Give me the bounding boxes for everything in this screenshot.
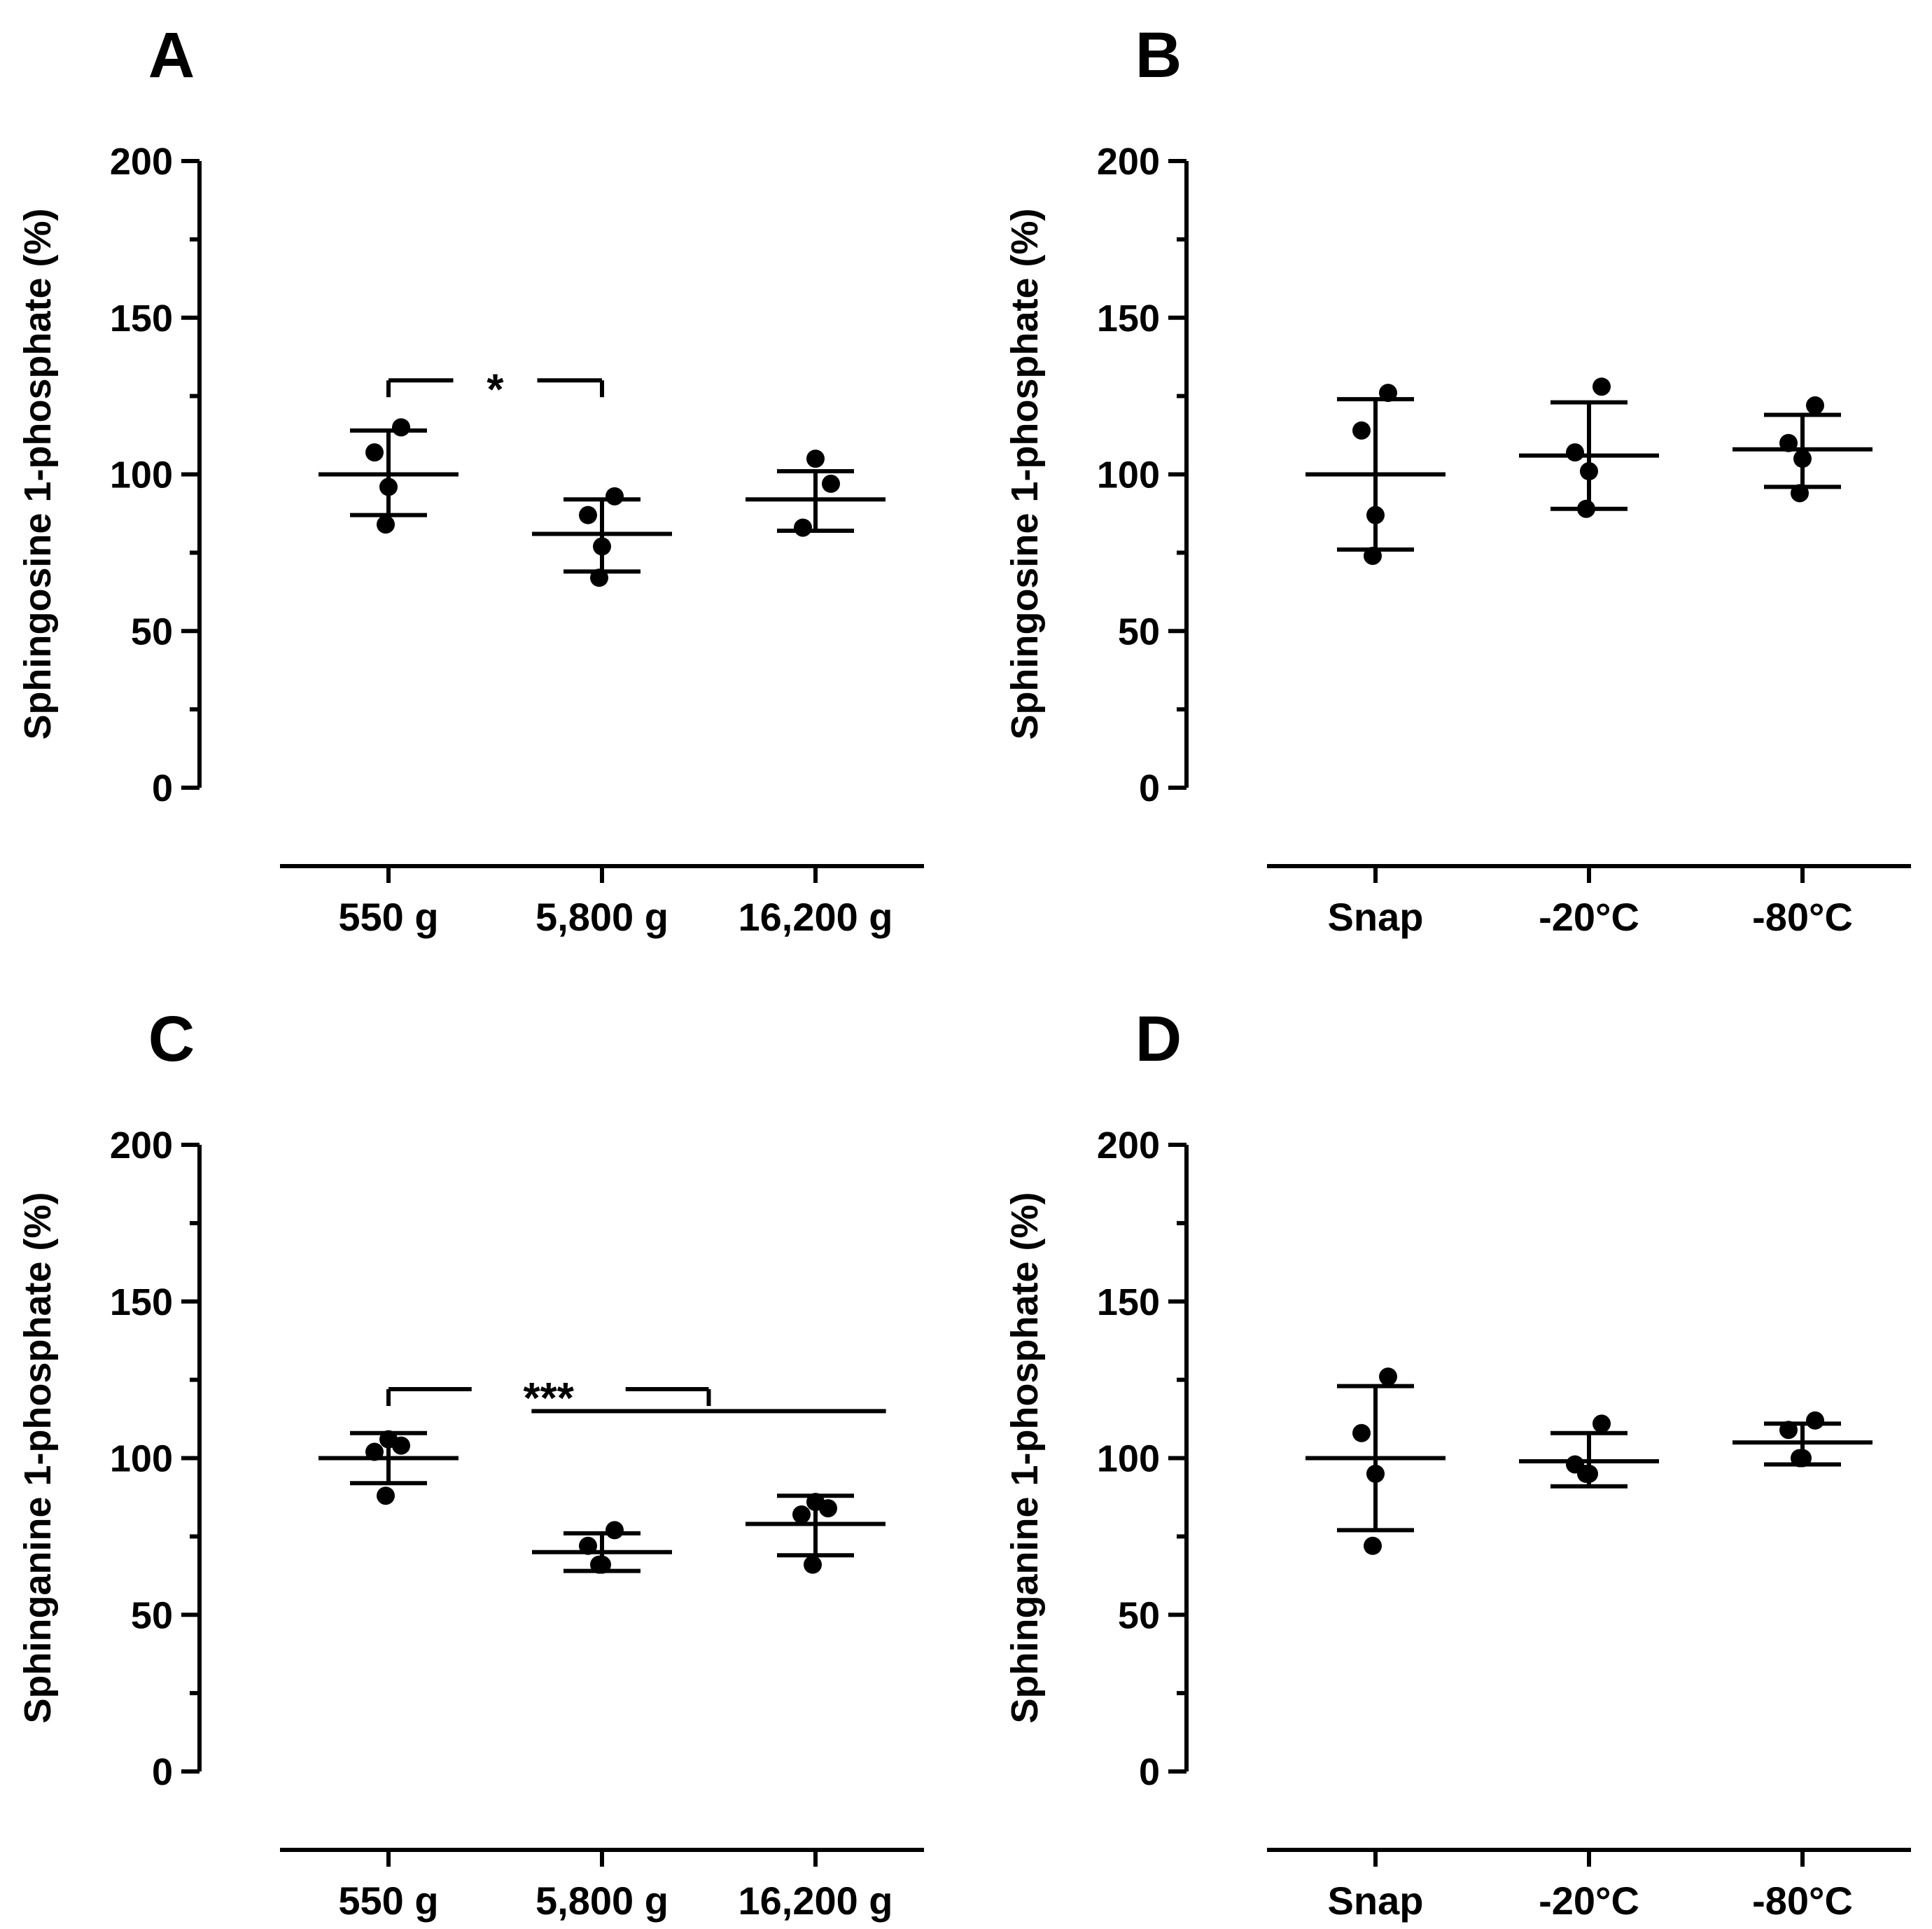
x-tick-label: -20°C xyxy=(1539,895,1639,939)
data-point xyxy=(1791,1449,1809,1468)
y-tick-label: 50 xyxy=(1118,611,1160,653)
y-tick-label: 150 xyxy=(1097,1281,1160,1323)
data-point xyxy=(377,1486,395,1505)
data-point xyxy=(606,1521,624,1540)
data-point xyxy=(590,569,608,587)
x-tick-label: -20°C xyxy=(1539,1879,1639,1923)
significance-label: *** xyxy=(524,1374,575,1423)
y-tick-label: 200 xyxy=(1097,1124,1160,1167)
data-point xyxy=(379,1430,398,1449)
data-point xyxy=(606,487,624,506)
data-point xyxy=(1592,1414,1611,1433)
data-point xyxy=(1364,1536,1382,1555)
x-tick-label: Snap xyxy=(1328,1879,1424,1923)
y-axis-title: Sphinganine 1-phosphate (%) xyxy=(17,1192,59,1723)
y-tick-label: 150 xyxy=(110,298,173,340)
panel-letter: B xyxy=(1135,20,1182,91)
data-point xyxy=(822,474,840,493)
data-point xyxy=(1352,1423,1371,1442)
data-point xyxy=(1793,450,1812,468)
data-point xyxy=(590,1555,608,1574)
data-point xyxy=(365,1442,384,1461)
data-point xyxy=(392,418,410,437)
data-point xyxy=(579,506,597,524)
data-point xyxy=(1366,506,1385,524)
y-axis-title: Sphingosine 1-phosphate (%) xyxy=(17,208,59,739)
data-point xyxy=(1577,1464,1595,1483)
y-tick-label: 200 xyxy=(1097,141,1160,183)
y-tick-label: 0 xyxy=(152,767,173,809)
data-point xyxy=(1364,546,1382,565)
significance-label: * xyxy=(486,365,504,414)
data-point xyxy=(1592,377,1611,396)
data-point xyxy=(1379,384,1397,403)
data-point xyxy=(1779,1421,1798,1440)
data-point xyxy=(1580,462,1598,481)
y-tick-label: 200 xyxy=(110,1124,173,1167)
data-point xyxy=(1779,433,1798,452)
x-tick-label: Snap xyxy=(1328,895,1424,939)
x-tick-label: 5,800 g xyxy=(536,1879,668,1923)
data-point xyxy=(379,478,398,496)
y-tick-label: 150 xyxy=(110,1281,173,1323)
data-point xyxy=(1366,1464,1385,1483)
x-tick-label: 16,200 g xyxy=(738,895,892,939)
x-tick-label: 550 g xyxy=(338,1879,438,1923)
data-point xyxy=(377,515,395,534)
y-tick-label: 150 xyxy=(1097,298,1160,340)
y-tick-label: 50 xyxy=(131,1594,173,1636)
y-tick-label: 50 xyxy=(1118,1594,1160,1636)
panel-b: B 0 50 100 150 200 Sphingosine 1-phosphate (%)… xyxy=(1004,20,1911,939)
y-tick-label: 0 xyxy=(1139,767,1160,809)
data-point xyxy=(804,1555,822,1574)
data-point xyxy=(1577,499,1595,518)
data-point xyxy=(365,443,384,462)
data-point xyxy=(1791,484,1809,503)
data-point xyxy=(806,1493,825,1512)
y-tick-label: 50 xyxy=(131,611,173,653)
data-point xyxy=(1566,443,1584,462)
y-tick-label: 0 xyxy=(152,1751,173,1793)
x-tick-label: 16,200 g xyxy=(738,1879,892,1923)
data-point xyxy=(1806,396,1824,415)
data-point xyxy=(1806,1411,1824,1430)
y-axis-title: Sphinganine 1-phosphate (%) xyxy=(1004,1192,1046,1723)
data-point xyxy=(1379,1367,1397,1386)
panel-letter: C xyxy=(148,1003,195,1075)
panel-d: D 0 50 100 150 200 Sphinganine 1-phosphate (%)… xyxy=(1004,1003,1911,1923)
data-point xyxy=(593,537,611,556)
y-tick-label: 100 xyxy=(1097,454,1160,496)
data-point xyxy=(806,450,825,468)
y-tick-label: 200 xyxy=(110,141,173,183)
panel-a: A 0 50 100 150 200 Sphingosine 1-phosphate (%)… xyxy=(17,20,924,939)
y-axis-title: Sphingosine 1-phosphate (%) xyxy=(1004,208,1046,739)
panel-letter: A xyxy=(148,20,195,91)
data-point xyxy=(579,1536,597,1555)
x-tick-label: 550 g xyxy=(338,895,438,939)
x-tick-label: -80°C xyxy=(1752,1879,1853,1923)
y-tick-label: 0 xyxy=(1139,1751,1160,1793)
panel-letter: D xyxy=(1135,1003,1182,1075)
panel-c: C 0 50 100 150 200 Sphinganine 1-phosphate (%)… xyxy=(17,1003,924,1923)
data-point xyxy=(794,518,812,537)
y-tick-label: 100 xyxy=(110,1438,173,1480)
x-tick-label: -80°C xyxy=(1752,895,1853,939)
y-tick-label: 100 xyxy=(1097,1438,1160,1480)
y-tick-label: 100 xyxy=(110,454,173,496)
data-point xyxy=(1352,421,1371,440)
x-tick-label: 5,800 g xyxy=(536,895,668,939)
data-point xyxy=(792,1505,811,1524)
